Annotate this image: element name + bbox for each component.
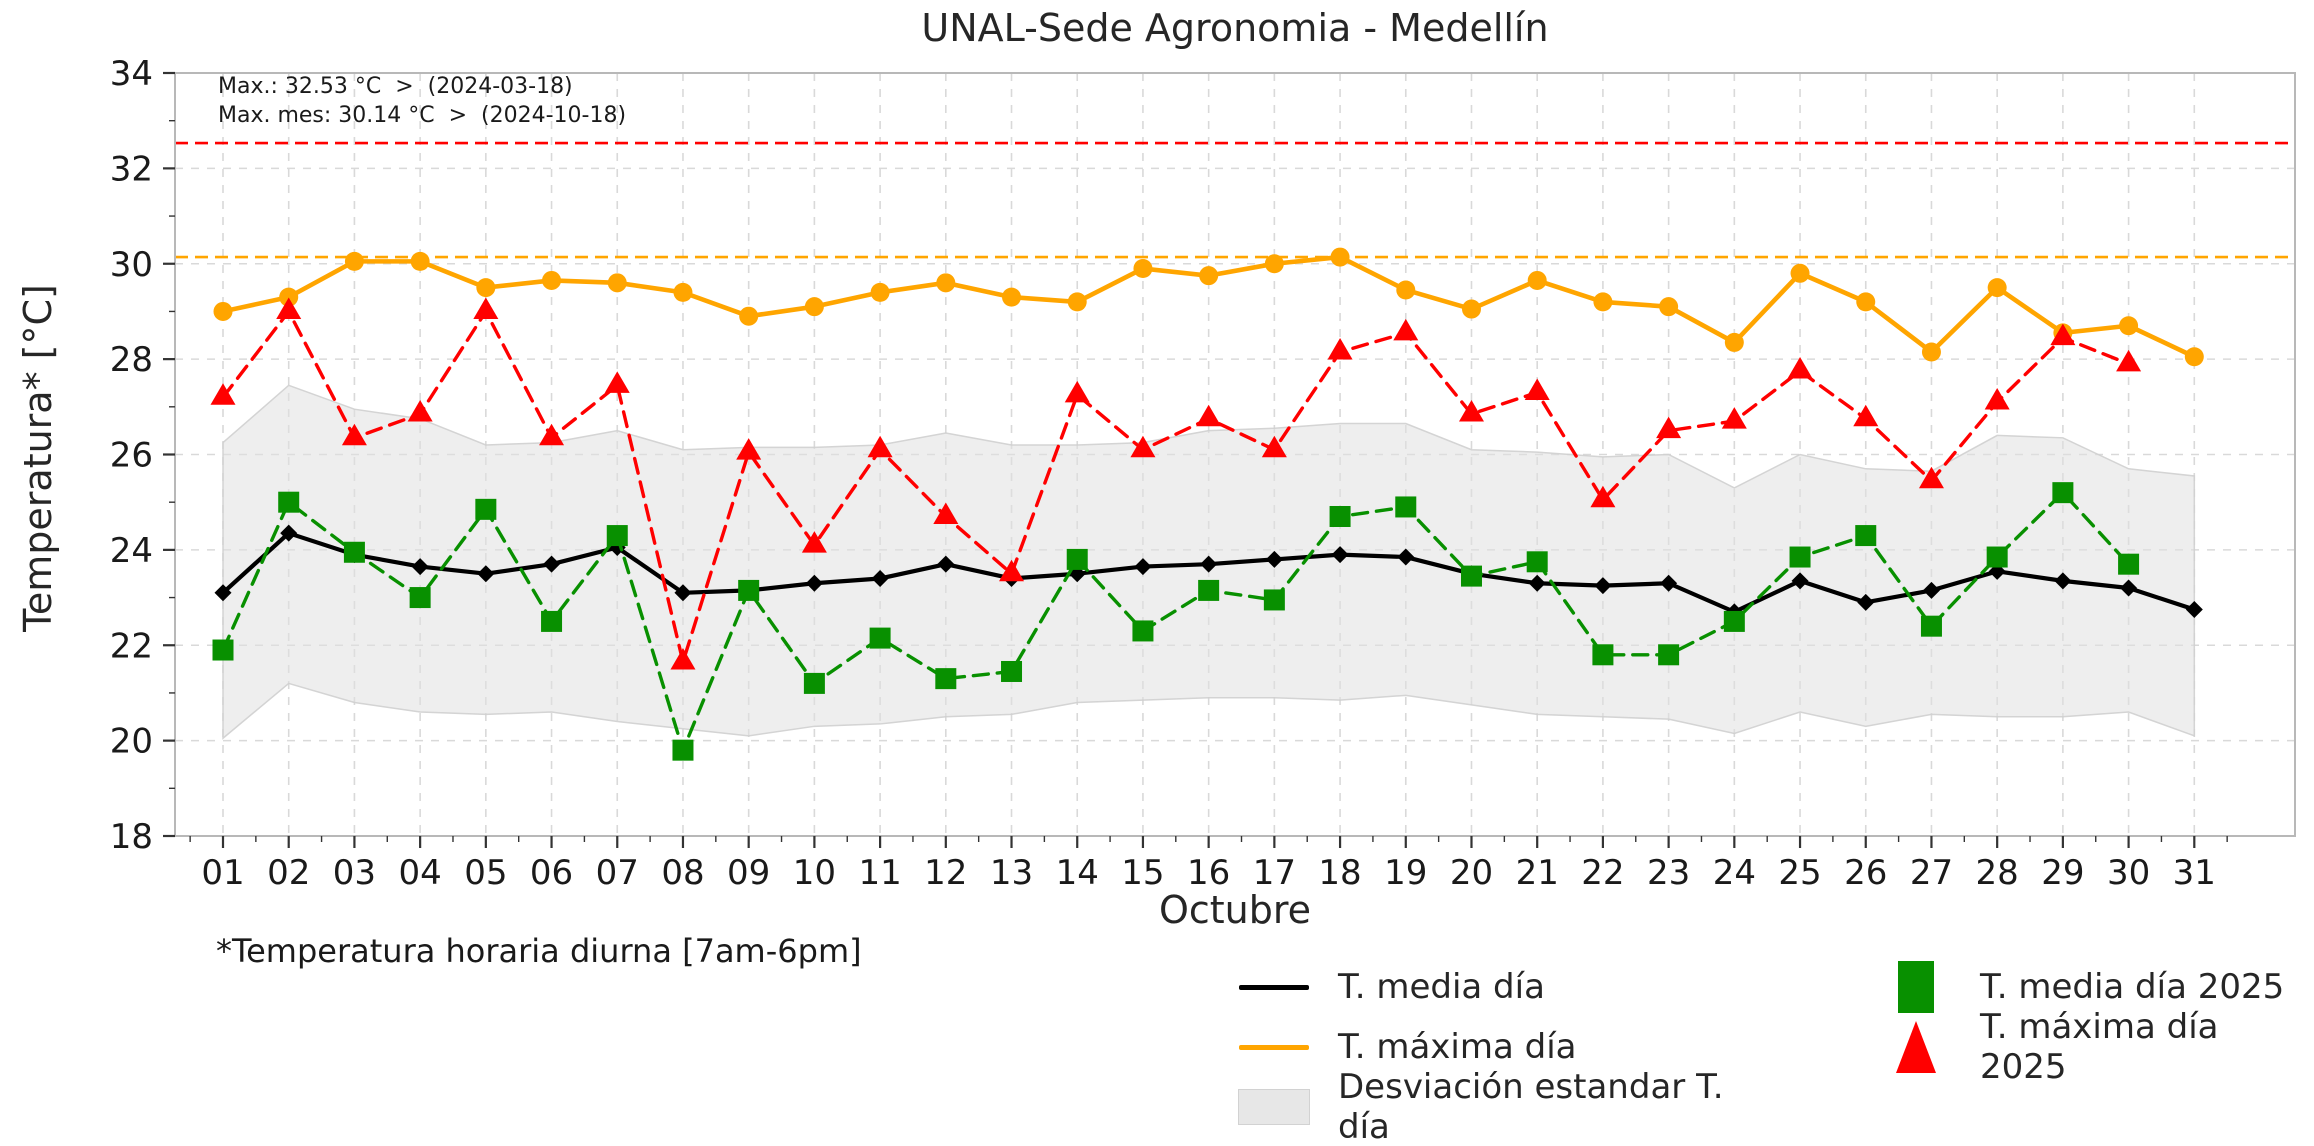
svg-text:30: 30: [110, 245, 153, 285]
legend-column-left: T. media día T. máxima día Desviación es…: [1238, 962, 1784, 1146]
svg-text:28: 28: [110, 340, 153, 380]
svg-text:14: 14: [1056, 853, 1099, 893]
chart-title: UNAL-Sede Agronomia - Medellín: [921, 6, 1549, 50]
svg-text:04: 04: [398, 853, 441, 893]
tick-labels: 18 20 22 24 26 28 30 32 34 01 02 03 04 05 06 07 08 09 10 11…: [110, 54, 2216, 893]
svg-text:25: 25: [1778, 853, 1821, 893]
svg-text:13: 13: [990, 853, 1033, 893]
legend: T. media día T. máxima día Desviación es…: [1238, 961, 2314, 1146]
legend-label: T. máxima día 2025: [1979, 1007, 2219, 1087]
svg-text:12: 12: [924, 853, 967, 893]
svg-text:24: 24: [110, 531, 153, 571]
svg-text:19: 19: [1384, 853, 1427, 893]
legend-label: T. media día: [1338, 967, 1545, 1007]
green-square-marker-sample: [1880, 961, 1952, 1013]
svg-text:30: 30: [2107, 853, 2150, 893]
svg-text:23: 23: [1647, 853, 1690, 893]
annotation-record-max: Max.: 32.53 °C > (2024-03-18): [218, 74, 573, 99]
red-triangle-marker-sample: [1880, 1021, 1952, 1073]
legend-column-right: T. media día 2025 T. máxima día 2025: [1880, 961, 2314, 1132]
svg-text:27: 27: [1910, 853, 1953, 893]
svg-text:28: 28: [1976, 853, 2019, 893]
svg-text:03: 03: [333, 853, 376, 893]
svg-text:20: 20: [1450, 853, 1493, 893]
svg-text:11: 11: [858, 853, 901, 893]
svg-text:22: 22: [1581, 853, 1624, 893]
svg-text:21: 21: [1516, 853, 1559, 893]
legend-item-t-maxima-2025: T. máxima día 2025: [1880, 1007, 2314, 1087]
svg-text:08: 08: [661, 853, 704, 893]
svg-text:07: 07: [596, 853, 639, 893]
svg-text:32: 32: [110, 149, 153, 189]
svg-text:29: 29: [2041, 853, 2084, 893]
legend-label: T. media día 2025: [1979, 967, 2285, 1007]
svg-text:31: 31: [2173, 853, 2216, 893]
footnote: *Temperatura horaria diurna [7am-6pm]: [216, 932, 862, 970]
svg-text:16: 16: [1187, 853, 1230, 893]
legend-label: Desviación estandar T. día: [1338, 1067, 1724, 1146]
svg-text:09: 09: [727, 853, 770, 893]
svg-text:34: 34: [110, 54, 153, 94]
svg-text:26: 26: [1844, 853, 1887, 893]
legend-item-t-media-2025: T. media día 2025: [1880, 961, 2314, 1013]
svg-text:17: 17: [1253, 853, 1296, 893]
legend-item-t-media: T. media día: [1238, 962, 1784, 1012]
svg-text:02: 02: [267, 853, 310, 893]
svg-text:15: 15: [1121, 853, 1164, 893]
series-t-media-d-a-2025: [212, 482, 2140, 761]
svg-text:18: 18: [110, 817, 153, 857]
svg-text:05: 05: [464, 853, 507, 893]
std-band-sample: [1238, 1089, 1310, 1125]
series-t-m-xima-d-a-2025: [210, 297, 2142, 670]
svg-text:22: 22: [110, 626, 153, 666]
black-line-sample: [1238, 984, 1310, 990]
legend-label: T. máxima día: [1338, 1027, 1577, 1067]
svg-text:18: 18: [1318, 853, 1361, 893]
svg-text:01: 01: [201, 853, 244, 893]
annotation-month-max: Max. mes: 30.14 °C > (2024-10-18): [218, 103, 627, 128]
axis-ticks: [163, 71, 2228, 848]
svg-text:26: 26: [110, 436, 153, 476]
svg-text:20: 20: [110, 722, 153, 762]
svg-text:10: 10: [793, 853, 836, 893]
x-axis-label: Octubre: [1158, 888, 1312, 932]
legend-item-t-maxima: T. máxima día: [1238, 1022, 1784, 1072]
series-t-m-xima-d-a: [213, 247, 2204, 367]
svg-text:24: 24: [1713, 853, 1756, 893]
legend-item-desviacion: Desviación estandar T. día: [1238, 1067, 1784, 1146]
svg-text:06: 06: [530, 853, 573, 893]
orange-line-sample: [1238, 1044, 1310, 1050]
